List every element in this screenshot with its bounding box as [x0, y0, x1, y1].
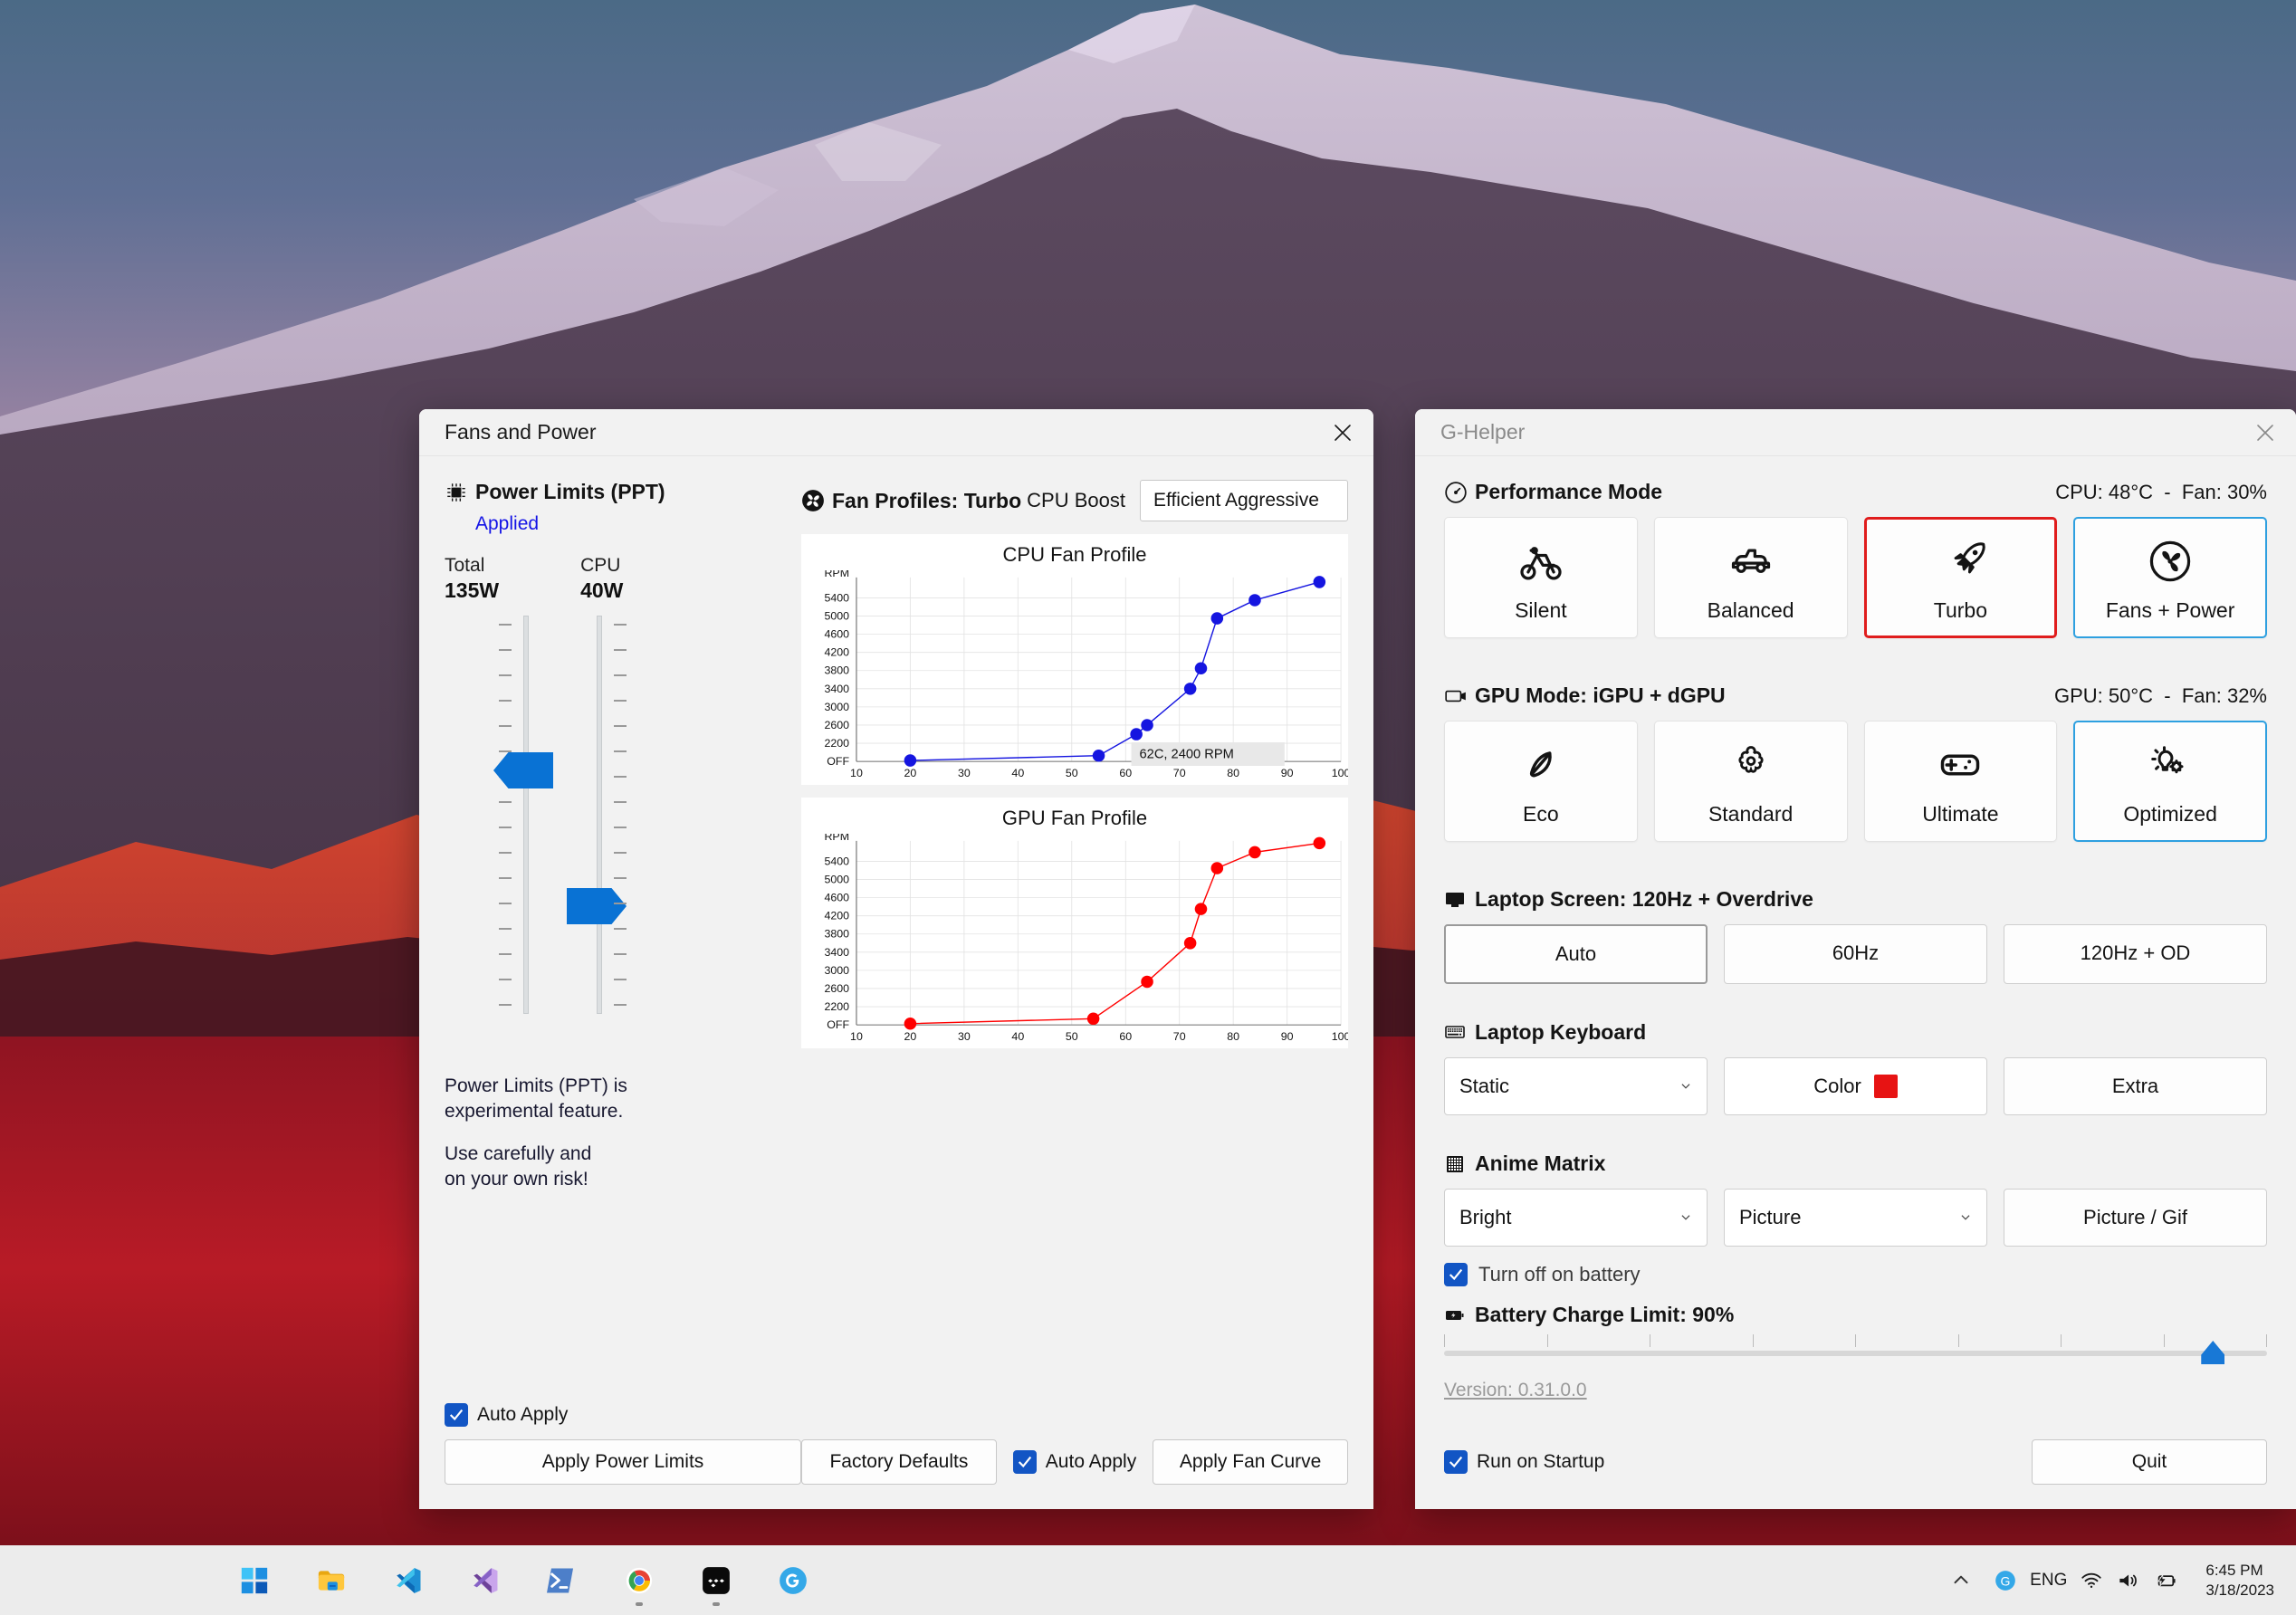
svg-text:2200: 2200	[824, 1000, 849, 1013]
svg-text:4600: 4600	[824, 628, 849, 641]
svg-text:30: 30	[958, 767, 971, 779]
svg-text:60: 60	[1119, 767, 1132, 779]
svg-text:3000: 3000	[824, 964, 849, 977]
svg-text:20: 20	[904, 767, 917, 779]
svg-text:3400: 3400	[824, 683, 849, 695]
svg-text:100: 100	[1332, 767, 1348, 779]
svg-text:80: 80	[1227, 1030, 1239, 1043]
svg-text:80: 80	[1227, 767, 1239, 779]
svg-text:30: 30	[958, 1030, 971, 1043]
svg-text:3000: 3000	[824, 701, 849, 713]
svg-text:20: 20	[904, 1030, 917, 1043]
svg-text:5400: 5400	[824, 591, 849, 604]
svg-text:4600: 4600	[824, 892, 849, 904]
svg-text:70: 70	[1173, 767, 1186, 779]
svg-text:5000: 5000	[824, 610, 849, 623]
svg-text:4200: 4200	[824, 910, 849, 922]
svg-text:OFF: OFF	[827, 755, 849, 768]
svg-text:70: 70	[1173, 1030, 1186, 1043]
svg-text:40: 40	[1011, 1030, 1024, 1043]
svg-text:100: 100	[1332, 1030, 1348, 1043]
svg-text:50: 50	[1066, 767, 1078, 779]
svg-text:2600: 2600	[824, 719, 849, 731]
svg-text:10: 10	[850, 767, 863, 779]
svg-text:3400: 3400	[824, 946, 849, 959]
svg-text:90: 90	[1281, 767, 1294, 779]
svg-text:2600: 2600	[824, 982, 849, 995]
svg-text:5000: 5000	[824, 874, 849, 886]
svg-text:RPM: RPM	[824, 834, 849, 843]
svg-text:RPM: RPM	[824, 570, 849, 579]
svg-text:10: 10	[850, 1030, 863, 1043]
svg-text:50: 50	[1066, 1030, 1078, 1043]
svg-text:90: 90	[1281, 1030, 1294, 1043]
svg-text:62C, 2400 RPM: 62C, 2400 RPM	[1140, 748, 1234, 762]
svg-text:3800: 3800	[824, 928, 849, 941]
svg-text:OFF: OFF	[827, 1018, 849, 1031]
svg-text:5400: 5400	[824, 855, 849, 868]
svg-text:3800: 3800	[824, 664, 849, 677]
svg-text:G: G	[2001, 1573, 2011, 1588]
svg-text:2200: 2200	[824, 737, 849, 750]
svg-text:40: 40	[1011, 767, 1024, 779]
svg-text:60: 60	[1119, 1030, 1132, 1043]
svg-text:4200: 4200	[824, 646, 849, 659]
